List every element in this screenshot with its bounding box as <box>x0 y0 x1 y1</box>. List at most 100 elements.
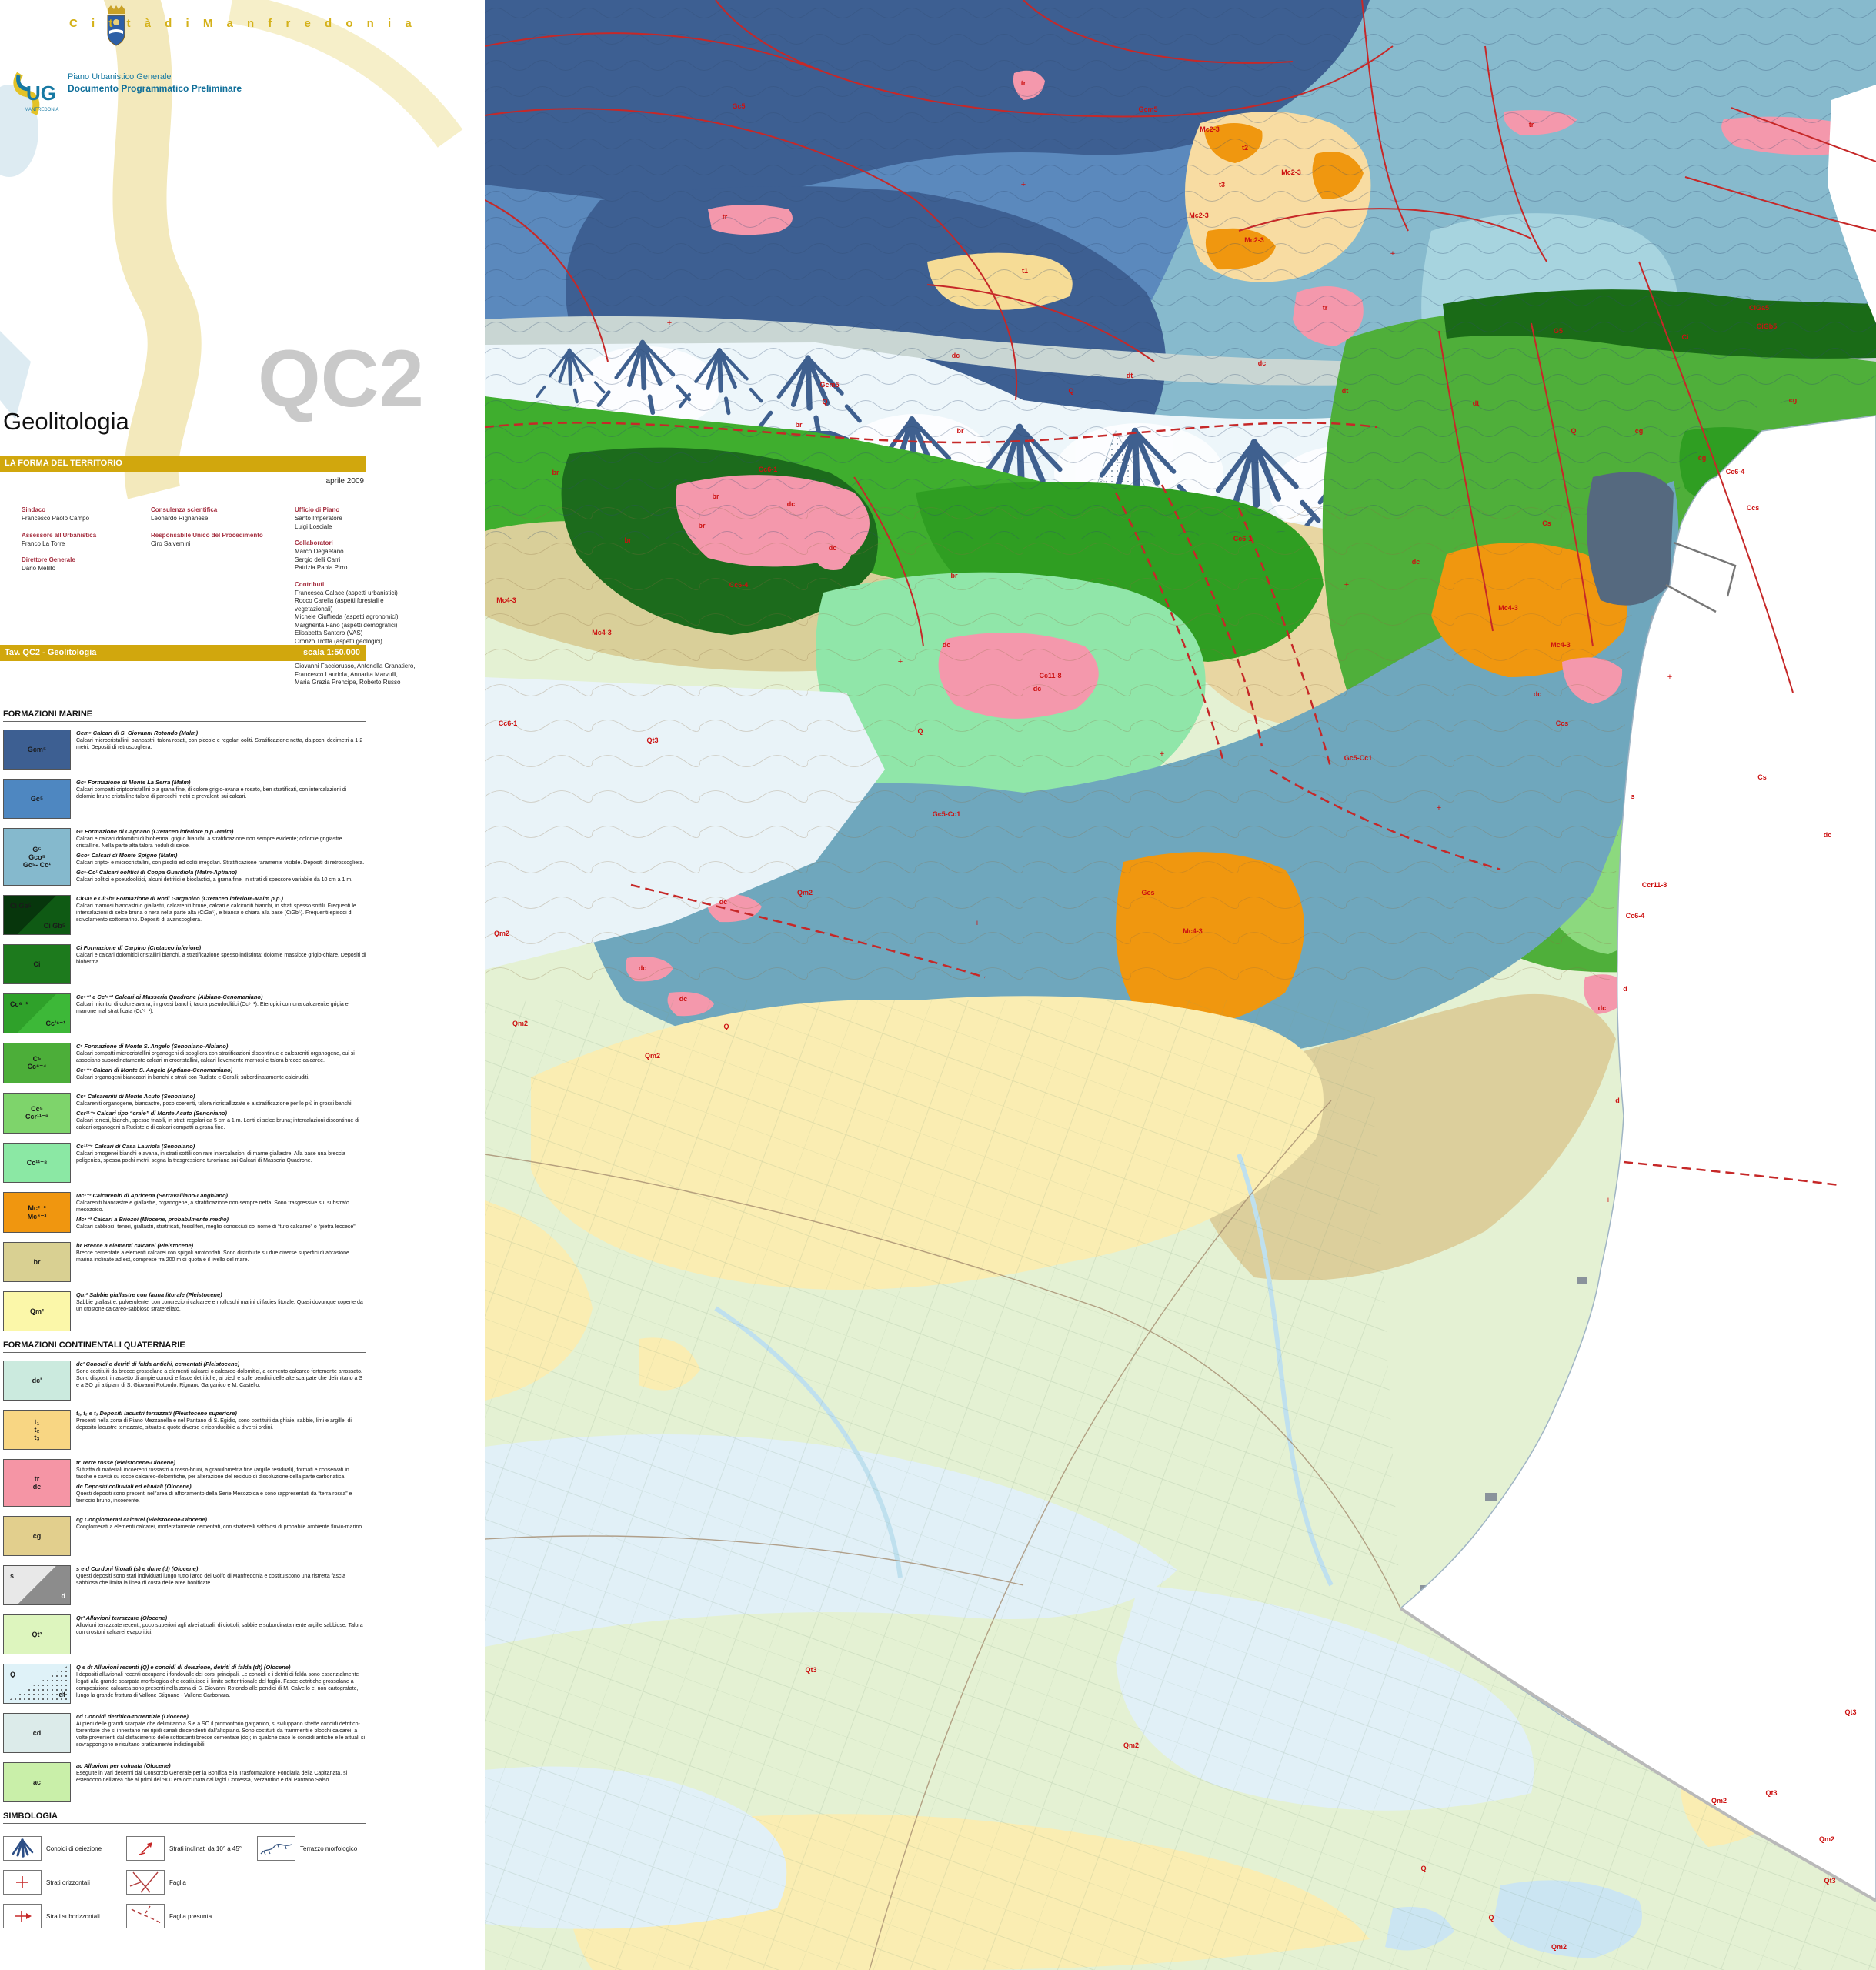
credit-name: Patrizia Paola Pirro <box>295 564 348 571</box>
legend-entry: cd cd Conoidi detritico-torrentizie (Oloc… <box>3 1713 366 1753</box>
credits-column: Ufficio di Piano Santo Imperatore Luigi Lo… <box>295 506 418 696</box>
faults-presumed <box>484 422 1840 1187</box>
legend-swatch-code: tr <box>34 1475 40 1483</box>
legend-paragraph: Ci Formazione di Carpino (Cretaceo infer… <box>76 944 366 965</box>
legend-paragraph-head: Cc⁶⁻⁴ Calcari di Monte S. Angelo (Aptian… <box>76 1067 233 1073</box>
legend-paragraph-head: Ci Formazione di Carpino (Cretaceo infer… <box>76 944 202 951</box>
legend-paragraph: Ccr¹¹⁻⁸ Calcari tipo “craie” di Monte Ac… <box>76 1110 359 1130</box>
legend-entry: t₁ t₂ t₃ t₁, t₂ e t₃ Depositi lacustri terr… <box>3 1410 366 1450</box>
legend-paragraph: Cc⁵ Calcareniti di Monte Acuto (Senonian… <box>76 1093 353 1107</box>
credit-name: Leonardo Rignanese <box>151 515 209 522</box>
legend-paragraph-head: cd Conoidi detritico-torrentizie (Olocen… <box>76 1713 189 1720</box>
legend-entry-text: Gcm⁵ Calcari di S. Giovanni Rotondo (Mal… <box>76 730 366 770</box>
legend-paragraph: C⁵ Formazione di Monte S. Angelo (Senoni… <box>76 1043 355 1063</box>
symbology-section: SIMBOLOGIA Conoidi di deiezione Strati ori… <box>3 1811 366 1933</box>
legend-paragraph-head: ac Alluvioni per colmata (Olocene) <box>76 1762 171 1769</box>
legend-swatch-code: Gco⁵ <box>28 853 45 861</box>
city-title: C i t t à d i M a n f r e d o n i a <box>69 17 417 30</box>
credit-role: Contributi <box>295 580 325 588</box>
legend-entry-text: tr Terre rosse (Pleistocene-Olocene) Si t… <box>76 1459 366 1507</box>
sea-golfo-di-manfredonia <box>1399 415 1876 1902</box>
legend-swatch: Cc¹¹⁻⁸ <box>3 1143 71 1183</box>
legend-entry: Gcm⁵ Gcm⁵ Calcari di S. Giovanni Rotondo … <box>3 730 366 770</box>
legend-entry: Ci Ga⁵ Ci Gb⁵ CiGa⁵ e CiGb⁵ Formazione di … <box>3 895 366 935</box>
legend-entry-text: br Brecce a elementi calcarei (Pleistoce… <box>76 1242 366 1282</box>
credits-column: Sindaco Francesco Paolo Campo Assessore al… <box>22 506 145 582</box>
credit-name: Giovanni Facciorusso, Antonella Granatie… <box>295 663 416 669</box>
legend-paragraph-head: Ccr¹¹⁻⁸ Calcari tipo “craie” di Monte Ac… <box>76 1110 227 1117</box>
legend-swatch-code: br <box>33 1258 41 1266</box>
legend-swatch-code: Mc⁴⁻³ <box>27 1212 47 1220</box>
credit-role: Collaboratori <box>295 539 333 546</box>
sheet-code: QC2 <box>258 334 424 424</box>
legend-swatch-code: Ci Ga⁵ <box>10 902 32 910</box>
contours-top <box>485 0 1876 539</box>
horiz-symbol-icon <box>3 1870 42 1895</box>
credit-name: Rocco Carella (aspetti forestali e veget… <box>295 597 384 613</box>
legend-swatch-code: t₃ <box>34 1434 40 1441</box>
symbology-item: Terrazzo morfologico <box>257 1836 380 1861</box>
legend-swatch: Mc²⁻³ Mc⁴⁻³ <box>3 1192 71 1233</box>
legend-entry: Cc⁶⁻¹ Cc'⁶⁻¹ Cc⁶⁻¹ e Cc'⁶⁻¹ Calcari di Mas… <box>3 993 366 1033</box>
legend-entry-text: Ci Formazione di Carpino (Cretaceo infer… <box>76 944 366 984</box>
credit-name: Oronzo Trotta (aspetti geologici) <box>295 637 382 645</box>
pug-logo-text: UG <box>26 82 56 105</box>
credit-block: Consulenza scientifica Leonardo Rignanese <box>151 506 274 523</box>
legend-paragraph: dc' Conoidi e detriti di falda antichi, … <box>76 1361 362 1388</box>
legend-paragraph-head: Mc²⁻³ Calcareniti di Apricena (Serravall… <box>76 1192 229 1199</box>
credit-name: Santo Imperatore <box>295 515 342 522</box>
credit-name: Michele Ciuffreda (aspetti agronomici) <box>295 613 399 620</box>
credit-role: Assessore all'Urbanistica <box>22 531 97 539</box>
symbology-item: Strati inclinati da 10° a 45° <box>126 1836 257 1861</box>
legend-entry: Cc¹¹⁻⁸ Cc¹¹⁻⁸ Calcari di Casa Lauriola (S… <box>3 1143 366 1183</box>
credit-block: Responsabile Unico del Procedimento Ciro … <box>151 532 274 549</box>
legend: FORMAZIONI MARINE Gcm⁵ Gcm⁵ Calcari di S. … <box>3 705 366 1933</box>
city-crest-icon <box>107 5 125 46</box>
legend-swatch-code: Gc⁵ <box>30 795 44 803</box>
legend-entry: Cc⁵ Ccr¹¹⁻⁸ Cc⁵ Calcareniti di Monte Acuto… <box>3 1093 366 1134</box>
legend-paragraph: Gcm⁵ Calcari di S. Giovanni Rotondo (Mal… <box>76 730 363 750</box>
series-band: LA FORMA DEL TERRITORIO <box>0 456 366 472</box>
legend-swatch-code: Cc¹¹⁻⁸ <box>26 1158 48 1167</box>
legend-entry-text: dc' Conoidi e detriti di falda antichi, … <box>76 1361 366 1401</box>
geological-map-canvas <box>484 0 1876 1970</box>
legend-swatch-code: Ci Gb⁵ <box>43 922 65 930</box>
legend-entry-text: t₁, t₂ e t₃ Depositi lacustri terrazzati… <box>76 1410 366 1450</box>
legend-swatch: Ci <box>3 944 71 984</box>
symbology-item: Faglia presunta <box>126 1904 257 1928</box>
legend-swatch: Cc⁵ Ccr¹¹⁻⁸ <box>3 1093 71 1134</box>
legend-paragraph-head: Cc⁶⁻¹ e Cc'⁶⁻¹ Calcari di Masseria Quadr… <box>76 993 263 1000</box>
legend-entry: C⁵ Cc⁶⁻⁴ C⁵ Formazione di Monte S. Angelo … <box>3 1043 366 1084</box>
legend-paragraph-head: dc' Conoidi e detriti di falda antichi, … <box>76 1361 240 1367</box>
legend-swatch-code: C⁵ <box>32 1055 42 1063</box>
legend-swatch-code: dc <box>32 1483 42 1491</box>
legend-swatch: Ci Ga⁵ Ci Gb⁵ <box>3 895 71 935</box>
terrazzo-symbol-icon <box>257 1836 295 1861</box>
manfredonia-urban <box>1587 472 1674 606</box>
credit-name: Maria Grazia Prencipe, Roberto Russo <box>295 679 401 686</box>
credit-name: Franco La Torre <box>22 539 65 547</box>
harbor-jetties <box>1665 541 1737 613</box>
legend-swatch: Gc⁵ <box>3 779 71 819</box>
credit-name: Francesco Lauriola, Annarita Marvulli, <box>295 670 398 678</box>
legend-entry-text: Qm² Sabbie giallastre con fauna litorale… <box>76 1291 366 1331</box>
legend-swatch: dc' <box>3 1361 71 1401</box>
inclined-symbol-icon <box>126 1836 165 1861</box>
legend-entry-text: Cc¹¹⁻⁸ Calcari di Casa Lauriola (Senonia… <box>76 1143 366 1183</box>
legend-paragraph: s e d Cordoni litorali (s) e dune (d) (O… <box>76 1565 345 1586</box>
legend-swatch-code: Gcm⁵ <box>27 746 47 753</box>
legend-paragraph: br Brecce a elementi calcarei (Pleistoce… <box>76 1242 349 1263</box>
legend-swatch: cd <box>3 1713 71 1753</box>
legend-paragraph-head: Gco⁵ Calcari di Monte Spigno (Malm) <box>76 852 178 859</box>
legend-swatch-code: d <box>61 1592 66 1600</box>
legend-entry: br br Brecce a elementi calcarei (Pleisto… <box>3 1242 366 1282</box>
symbology-grid: Conoidi di deiezione Strati orizzontali St… <box>3 1831 366 1933</box>
legend-paragraph: Cc⁶⁻⁴ Calcari di Monte S. Angelo (Aptian… <box>76 1067 310 1080</box>
legend-entry-text: cd Conoidi detritico-torrentizie (Olocen… <box>76 1713 366 1753</box>
legend-paragraph-head: dc Depositi colluviali ed eluviali (Oloc… <box>76 1483 192 1490</box>
legend-entry: Gc⁵ Gc⁵ Formazione di Monte La Serra (Mal… <box>3 779 366 819</box>
legend-entry-text: cg Conglomerati calcarei (Pleistocene-Ol… <box>76 1516 363 1556</box>
